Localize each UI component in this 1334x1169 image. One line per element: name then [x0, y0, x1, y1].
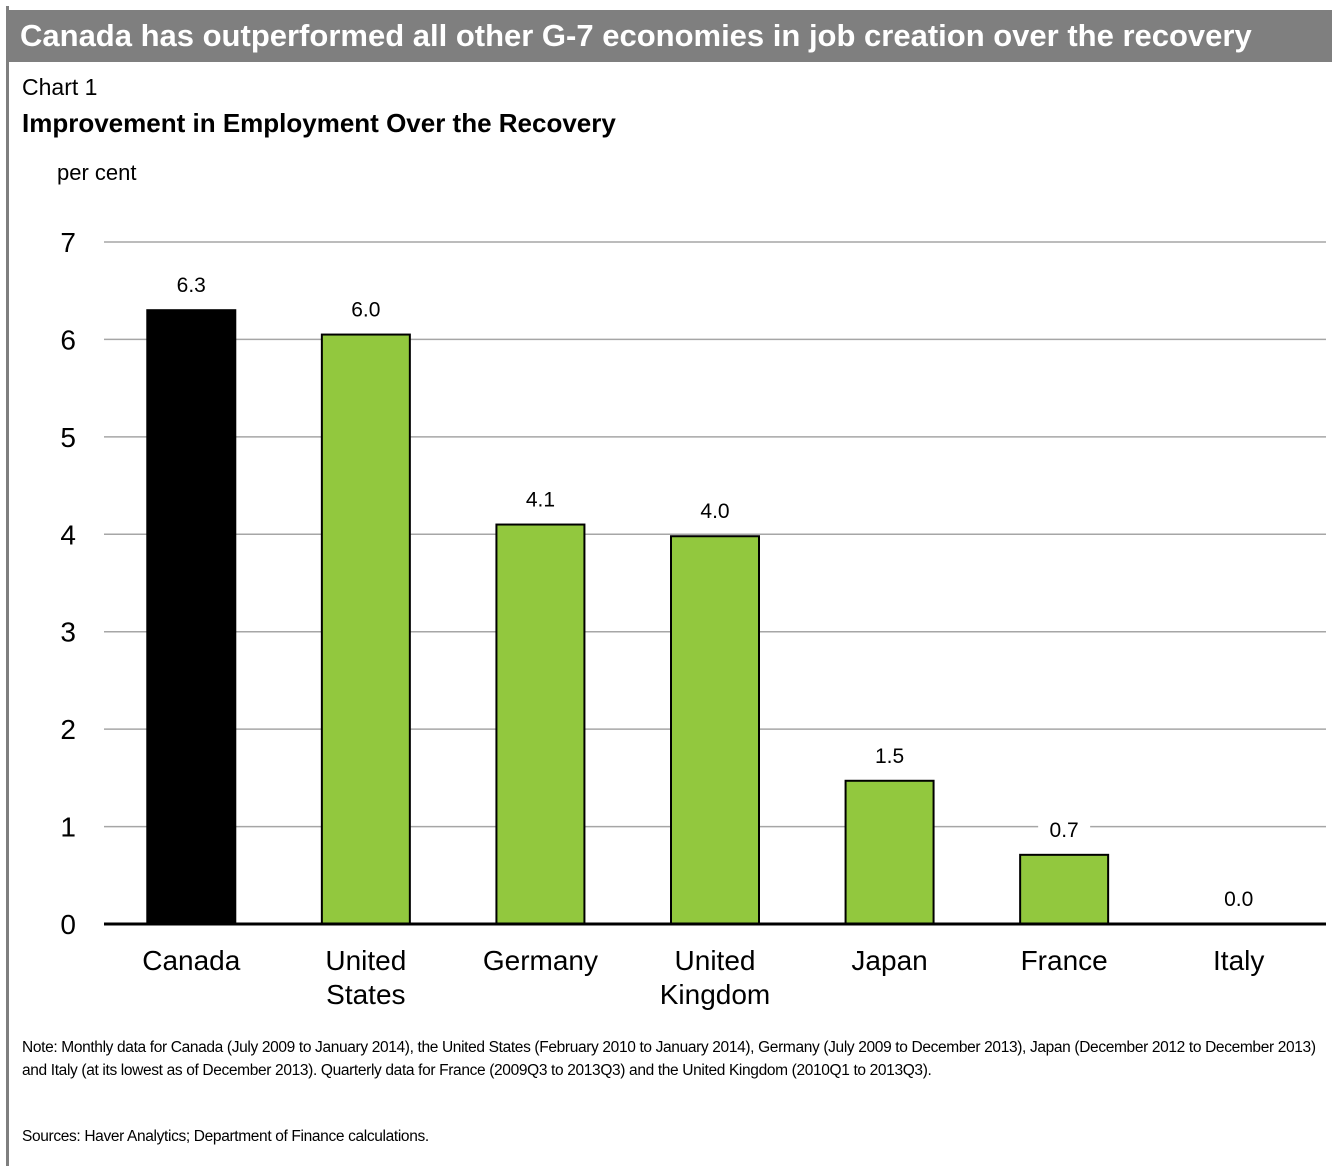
x-tick-label: Italy — [1213, 945, 1264, 976]
x-tick-label: States — [326, 979, 405, 1010]
data-label: 6.0 — [351, 299, 380, 322]
y-tick-label: 4 — [60, 519, 76, 550]
chart-note: Note: Monthly data for Canada (July 2009… — [22, 1039, 1316, 1079]
data-label-background — [1038, 814, 1091, 843]
bar — [320, 333, 411, 925]
data-label: 1.5 — [875, 745, 904, 768]
banner-title: Canada has outperformed all other G-7 ec… — [6, 10, 1332, 62]
chart-frame — [6, 6, 1332, 1166]
data-label: 0.7 — [1050, 819, 1079, 842]
data-label-background — [339, 294, 392, 323]
y-tick-label: 2 — [60, 714, 76, 745]
y-tick-label: 5 — [60, 422, 76, 453]
data-label-background — [514, 484, 567, 513]
chart-sources: Sources: Haver Analytics; Department of … — [22, 1128, 429, 1145]
data-label-background — [165, 270, 218, 299]
data-label: 0.0 — [1224, 888, 1253, 911]
x-tick-label: Japan — [851, 945, 927, 976]
y-tick-label: 1 — [60, 812, 76, 843]
y-axis-unit-label: per cent — [57, 160, 137, 185]
y-tick-label: 0 — [60, 909, 76, 940]
x-tick-label: Germany — [483, 945, 598, 976]
bar — [146, 309, 237, 925]
chart-number: Chart 1 — [22, 74, 98, 100]
chart-title: Improvement in Employment Over the Recov… — [22, 108, 616, 138]
data-label-background — [689, 496, 741, 525]
y-tick-label: 3 — [60, 617, 76, 648]
bar — [495, 523, 586, 925]
y-tick-label: 7 — [60, 227, 76, 258]
bar-chart: 012345676.3Canada6.0UnitedStates4.1Germa… — [60, 227, 1326, 1010]
data-label-background — [863, 740, 916, 769]
bar — [670, 535, 760, 926]
data-label: 4.1 — [526, 489, 555, 512]
data-label-background — [1212, 884, 1265, 912]
y-tick-label: 6 — [60, 324, 76, 355]
bar — [1019, 853, 1110, 926]
x-tick-label: United — [325, 945, 406, 976]
x-tick-label: Canada — [142, 945, 241, 976]
bar — [844, 779, 935, 926]
data-label: 4.0 — [700, 500, 729, 523]
x-tick-label: France — [1021, 945, 1108, 976]
data-label: 6.3 — [177, 274, 206, 297]
x-tick-label: United — [675, 945, 756, 976]
x-tick-label: Kingdom — [660, 979, 771, 1010]
